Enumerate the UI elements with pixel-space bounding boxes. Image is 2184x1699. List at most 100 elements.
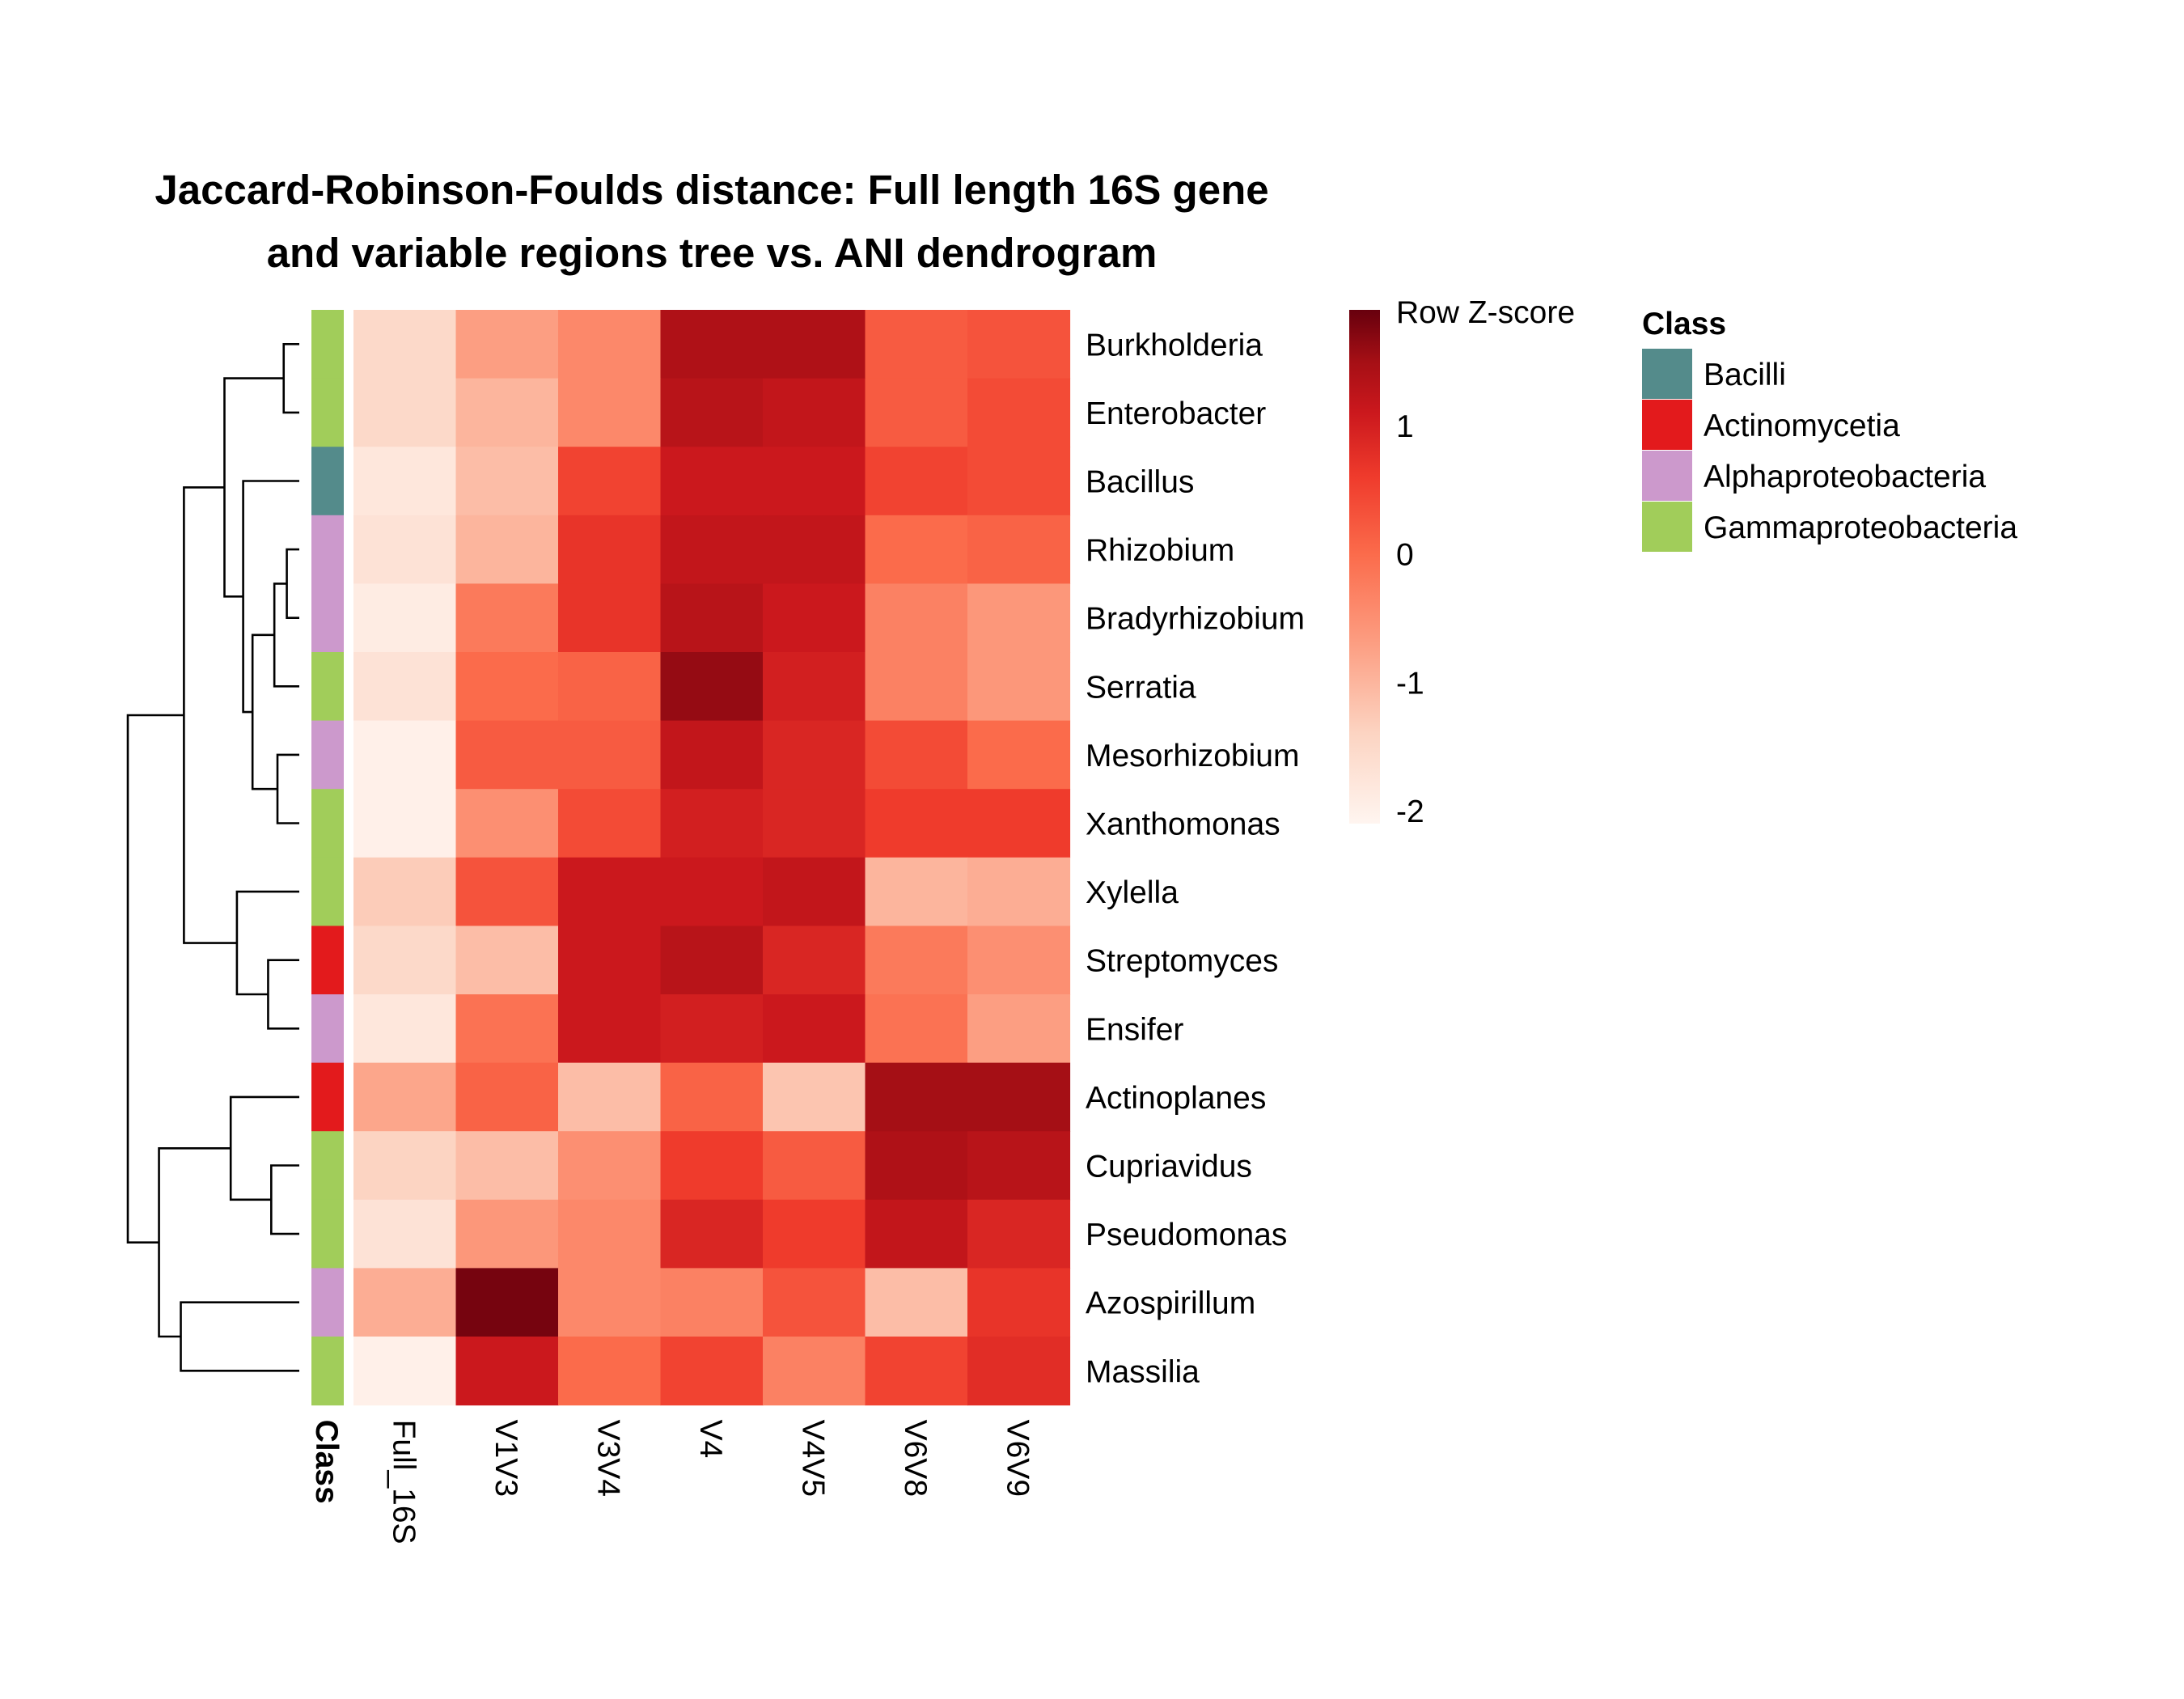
class-legend-swatch-alphaproteobacteria [1642, 451, 1692, 501]
class-cell-massilia [311, 1337, 344, 1406]
heatmap-cell-actinoplanes-v4v5 [763, 1062, 866, 1132]
heatmap-cell-bacillus-v3v4 [558, 447, 662, 516]
row-label-mesorhizobium: Mesorhizobium [1086, 739, 1299, 773]
heatmap-cell-pseudomonas-full-16s [353, 1199, 457, 1269]
class-cell-burkholderia [311, 310, 344, 379]
heatmap-cell-mesorhizobium-v1v3 [455, 720, 559, 790]
row-label-bradyrhizobium: Bradyrhizobium [1086, 602, 1305, 637]
heatmap-cell-cupriavidus-v4 [660, 1131, 764, 1201]
heatmap-cell-azospirillum-v3v4 [558, 1268, 662, 1337]
row-label-rhizobium: Rhizobium [1086, 533, 1234, 568]
heatmap-cell-bacillus-full-16s [353, 447, 457, 516]
color-key-bar [1349, 310, 1380, 824]
heatmap-cell-enterobacter-v3v4 [558, 378, 662, 447]
heatmap-cell-actinoplanes-v3v4 [558, 1062, 662, 1132]
heatmap-cell-ensifer-v6v9 [967, 994, 1071, 1064]
row-label-xanthomonas: Xanthomonas [1086, 807, 1280, 842]
heatmap-cell-rhizobium-full-16s [353, 515, 457, 584]
dendrogram-branch-8 [267, 959, 299, 1030]
heatmap-cell-bradyrhizobium-v6v8 [865, 583, 968, 653]
heatmap-cell-azospirillum-v6v9 [967, 1268, 1071, 1337]
class-cell-xylella [311, 857, 344, 926]
heatmap-cell-xylella-v4v5 [763, 857, 866, 926]
class-cell-serratia [311, 652, 344, 722]
heatmap-cell-streptomyces-v6v8 [865, 926, 968, 995]
heatmap-cell-xylella-v6v8 [865, 857, 968, 926]
dendrogram-branch-4 [276, 753, 299, 824]
annotation-column-label: Class [309, 1420, 344, 1504]
row-label-ensifer: Ensifer [1086, 1012, 1183, 1047]
class-legend-swatch-gammaproteobacteria [1642, 502, 1692, 552]
row-label-streptomyces: Streptomyces [1086, 944, 1278, 979]
heatmap-cell-bacillus-v6v8 [865, 447, 968, 516]
heatmap-cell-enterobacter-v4v5 [763, 378, 866, 447]
heatmap-cell-xylella-v1v3 [455, 857, 559, 926]
heatmap-cell-streptomyces-v1v3 [455, 926, 559, 995]
heatmap-cell-massilia-v3v4 [558, 1337, 662, 1406]
class-legend-swatch-actinomycetia [1642, 400, 1692, 450]
heatmap-cell-burkholderia-v6v8 [865, 310, 968, 379]
dendrogram-branch-2 [286, 548, 299, 619]
heatmap-cell-mesorhizobium-v4v5 [763, 720, 866, 790]
heatmap-cell-burkholderia-v1v3 [455, 310, 559, 379]
heatmap-cell-bradyrhizobium-full-16s [353, 583, 457, 653]
class-cell-rhizobium [311, 515, 344, 584]
dendrogram-branch-10 [183, 486, 237, 944]
heatmap-cell-mesorhizobium-v3v4 [558, 720, 662, 790]
column-labels: Class Full_16S V1V3 V3V4 V4 V4V5 V6V8 V6V9 [309, 1420, 1035, 1544]
heatmap-cell-actinoplanes-v6v8 [865, 1062, 968, 1132]
heatmap-cell-serratia-v4 [660, 652, 764, 722]
heatmap-cell-xanthomonas-v4 [660, 789, 764, 858]
heatmap-cell-rhizobium-v3v4 [558, 515, 662, 584]
heatmap-cell-cupriavidus-v6v8 [865, 1131, 968, 1201]
heatmap-cell-massilia-v6v8 [865, 1337, 968, 1406]
heatmap-cell-bacillus-v6v9 [967, 447, 1071, 516]
heatmap-cell-pseudomonas-v3v4 [558, 1199, 662, 1269]
heatmap-cell-serratia-v6v9 [967, 652, 1071, 722]
heatmap-cell-massilia-full-16s [353, 1337, 457, 1406]
class-cell-cupriavidus [311, 1131, 344, 1201]
heatmap-cell-serratia-v6v8 [865, 652, 968, 722]
heatmap-cell-mesorhizobium-v6v8 [865, 720, 968, 790]
heatmap-cell-rhizobium-v6v8 [865, 515, 968, 584]
chart-title-line-2: and variable regions tree vs. ANI dendro… [266, 230, 1158, 276]
heatmap-cell-xylella-v6v9 [967, 857, 1071, 926]
heatmap-cell-actinoplanes-v1v3 [455, 1062, 559, 1132]
heatmap-cell-burkholderia-v6v9 [967, 310, 1071, 379]
column-label-v6v8: V6V8 [898, 1420, 933, 1497]
heatmap-cell-azospirillum-v6v8 [865, 1268, 968, 1337]
heatmap-cell-xanthomonas-v6v8 [865, 789, 968, 858]
heatmap-cell-burkholderia-v4v5 [763, 310, 866, 379]
row-label-serratia: Serratia [1086, 670, 1196, 705]
heatmap-cell-enterobacter-full-16s [353, 378, 457, 447]
heatmap-cell-bacillus-v4 [660, 447, 764, 516]
heatmap-cell-streptomyces-v3v4 [558, 926, 662, 995]
heatmap-cell-xanthomonas-v6v9 [967, 789, 1071, 858]
heatmap-cell-bradyrhizobium-v1v3 [455, 583, 559, 653]
dendrogram-branch-7 [223, 377, 284, 598]
heatmap-cell-serratia-v4v5 [763, 652, 866, 722]
row-label-cupriavidus: Cupriavidus [1086, 1150, 1252, 1184]
heatmap-cell-mesorhizobium-full-16s [353, 720, 457, 790]
heatmap-cell-burkholderia-full-16s [353, 310, 457, 379]
class-legend-label-actinomycetia: Actinomycetia [1704, 409, 1900, 443]
heatmap-cell-streptomyces-v4 [660, 926, 764, 995]
heatmap-cell-bacillus-v4v5 [763, 447, 866, 516]
heatmap-cell-serratia-v1v3 [455, 652, 559, 722]
heatmap-cell-actinoplanes-v6v9 [967, 1062, 1071, 1132]
heatmap-cell-xanthomonas-v3v4 [558, 789, 662, 858]
class-annotation-column [311, 310, 344, 1406]
class-cell-actinoplanes [311, 1062, 344, 1132]
class-cell-streptomyces [311, 926, 344, 995]
class-cell-bacillus [311, 447, 344, 516]
heatmap-cell-azospirillum-full-16s [353, 1268, 457, 1337]
heatmap-cell-ensifer-v6v8 [865, 994, 968, 1064]
heatmap-cell-rhizobium-v1v3 [455, 515, 559, 584]
color-key-tick-1: 1 [1396, 409, 1414, 444]
color-key: Row Z-score 1 0 -1 -2 [1349, 295, 1575, 829]
heatmap-cell-bradyrhizobium-v4 [660, 583, 764, 653]
dendrogram-branch-3 [273, 583, 299, 688]
heatmap-cell-cupriavidus-v4v5 [763, 1131, 866, 1201]
heatmap-cell-enterobacter-v1v3 [455, 378, 559, 447]
color-key-tick--2: -2 [1396, 794, 1424, 829]
